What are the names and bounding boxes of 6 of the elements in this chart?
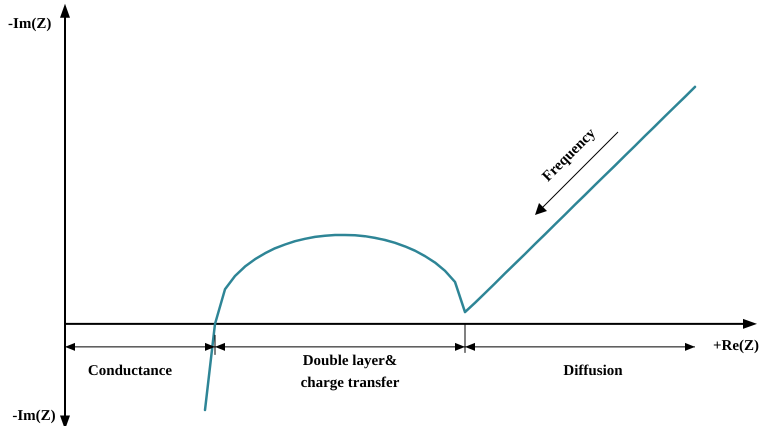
- annotation: Conductance: [88, 363, 172, 379]
- y-axis-title: -Im(Z): [8, 16, 52, 32]
- x-axis-title: +Re(Z): [712, 338, 759, 354]
- annotation: Diffusion: [563, 363, 624, 379]
- annotation: Double layer& charge transfer: [300, 353, 400, 391]
- text: -Im(Z): [12, 408, 56, 424]
